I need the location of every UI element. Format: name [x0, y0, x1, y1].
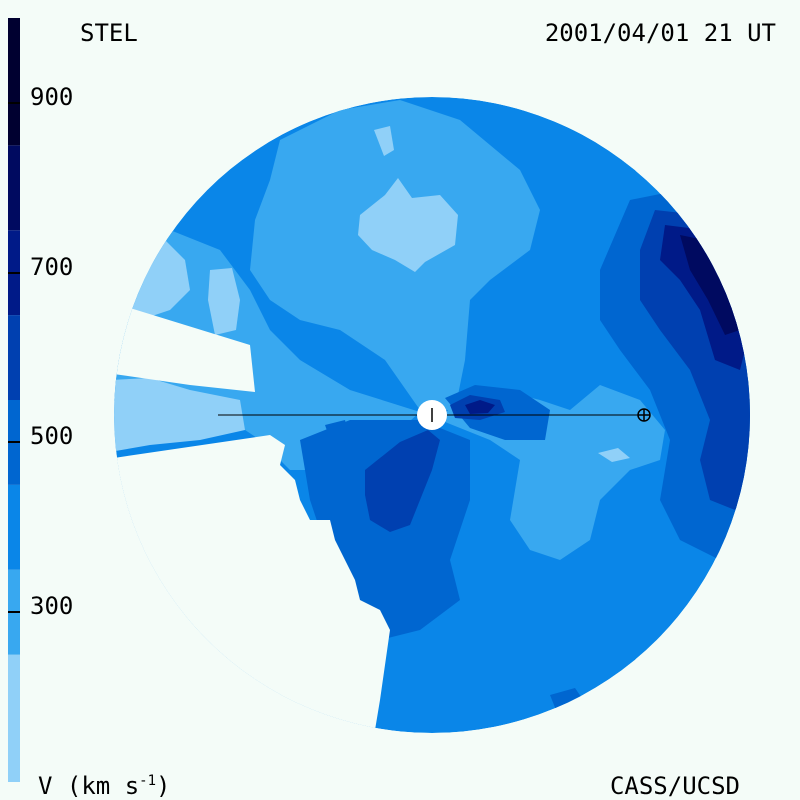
instrument-label: STEL	[80, 19, 138, 47]
region-center-right-lightest	[598, 448, 630, 462]
colorbar-tick-mark	[8, 441, 20, 444]
region-lower-dark	[365, 430, 440, 532]
earth-icon	[637, 408, 651, 422]
colorbar-band-6	[8, 145, 20, 231]
colorbar-tick-label: 700	[30, 252, 74, 281]
region-left-lightest-2	[208, 268, 240, 335]
colorbar-band-0	[8, 654, 20, 782]
unit-exponent: -1	[139, 773, 157, 789]
unit-main: V (km s	[38, 772, 140, 800]
credit-label: CASS/UCSD	[609, 772, 740, 800]
missing-data-wedge	[114, 300, 255, 392]
region-left-mid-dark-strip	[325, 420, 350, 445]
region-right-darkest	[680, 235, 740, 335]
unit-label: V (km s-1)	[38, 774, 170, 798]
region-upper-lightest-small	[374, 126, 394, 156]
colorbar-band-2	[8, 484, 20, 570]
region-center-right-darker	[465, 400, 495, 414]
unit-close: )	[156, 772, 171, 800]
colorbar-band-4	[8, 315, 20, 400]
colorbar-tick-label: 300	[30, 592, 74, 621]
sun-icon	[417, 400, 447, 430]
colorbar-tick-mark	[8, 101, 20, 104]
region-upper-lightest	[358, 178, 458, 272]
colorbar-tick-label: 900	[30, 82, 74, 111]
colorbar-tick-mark	[8, 611, 20, 614]
timestamp-label: 2001/04/01 21 UT	[544, 19, 776, 47]
region-left-lightest-3	[114, 378, 245, 452]
colorbar-band-7	[8, 18, 20, 146]
colorbar-tick-label: 500	[30, 422, 74, 451]
colorbar-tick-mark	[8, 271, 20, 274]
colorbar	[8, 18, 20, 782]
